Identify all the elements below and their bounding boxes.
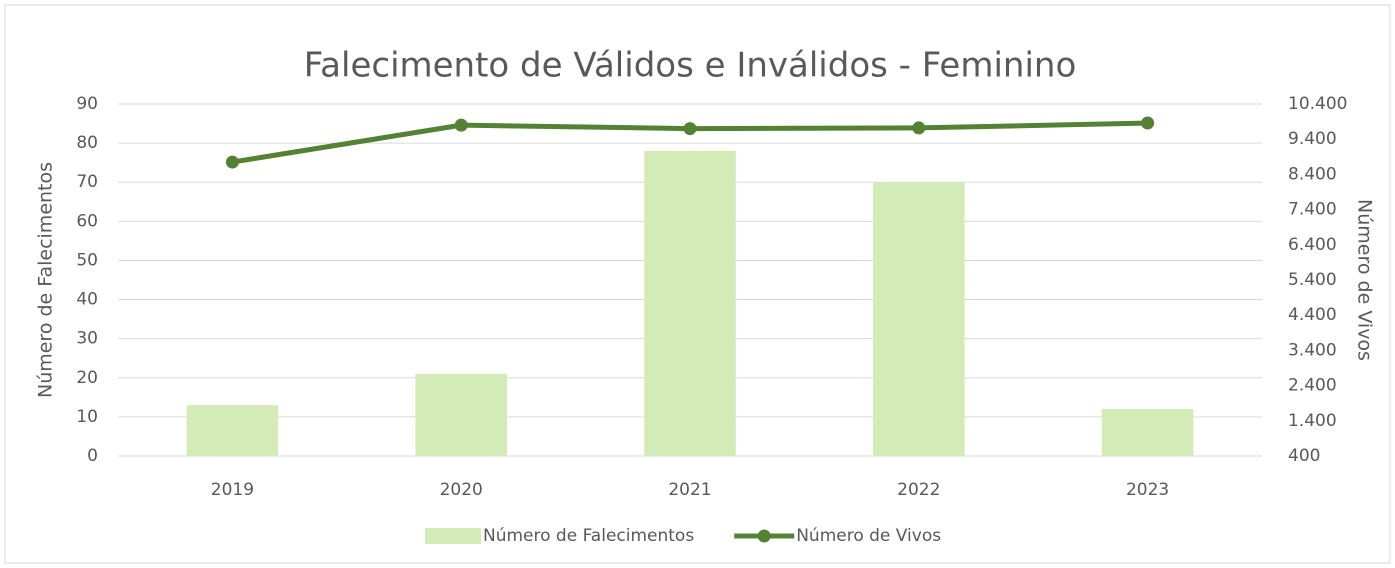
y-tick-label: 40 [76,290,98,310]
x-tick-label: 2019 [211,480,254,500]
legend-swatch [757,529,771,543]
y2-tick-label: 8.400 [1288,164,1337,184]
y2-tick-label: 400 [1288,446,1320,466]
y2-tick-label: 9.400 [1288,129,1337,149]
y-tick-label: 60 [76,211,98,231]
chart-title: Falecimento de Válidos e Inválidos - Fem… [304,46,1077,86]
y2-tick-label: 6.400 [1288,235,1337,255]
y-tick-label: 30 [76,329,98,349]
y2-axis-label: Número de Vivos [1354,199,1376,361]
y2-tick-label: 2.400 [1288,376,1337,396]
y-tick-label: 80 [76,133,98,153]
x-tick-label: 2021 [668,480,711,500]
bar [186,405,279,456]
y2-tick-label: 7.400 [1288,200,1337,220]
line-point [683,122,697,136]
y2-tick-label: 10.400 [1288,94,1347,114]
y2-tick-label: 3.400 [1288,340,1337,360]
y2-tick-label: 4.400 [1288,305,1337,325]
bar [415,373,507,456]
line-point [225,155,239,169]
y-tick-label: 70 [76,172,98,192]
legend-label: Número de Vivos [796,526,941,546]
x-tick-label: 2023 [1126,480,1169,500]
y2-tick-label: 5.400 [1288,270,1337,290]
bar [644,150,736,456]
line-point [1141,116,1155,130]
y-tick-label: 50 [76,250,98,270]
x-tick-label: 2022 [897,480,940,500]
y-tick-label: 10 [76,407,98,427]
y2-tick-label: 1.400 [1288,411,1337,431]
legend-swatch [425,528,481,544]
legend-label: Número de Falecimentos [483,526,694,546]
y-axis-label: Número de Falecimentos [35,162,57,398]
y-tick-label: 20 [76,368,98,388]
y-tick-label: 0 [87,446,98,466]
line-point [912,121,926,135]
line-point [454,118,468,132]
bar [873,182,965,456]
y-tick-label: 90 [76,94,98,114]
x-tick-label: 2020 [440,480,483,500]
bar [1101,409,1194,456]
